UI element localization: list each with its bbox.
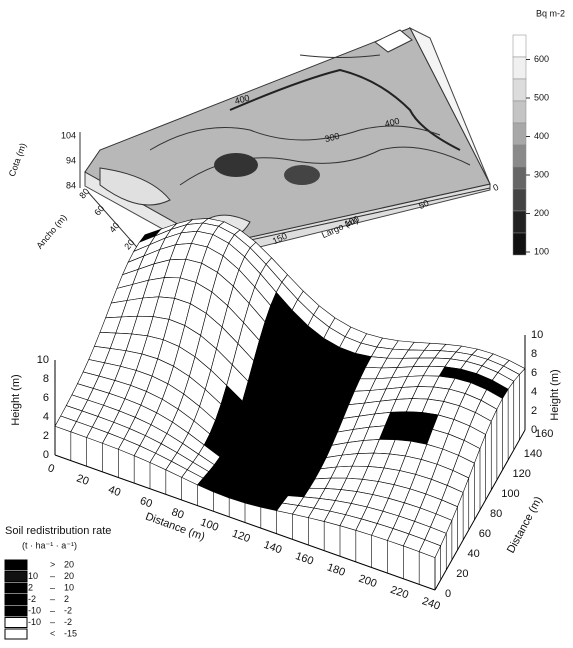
- x-tick-label: 200: [357, 573, 378, 591]
- height-tick-label: 2: [43, 430, 49, 442]
- legend-swatch: [5, 595, 27, 605]
- legend-text: -2: [28, 594, 36, 604]
- legend-text: –: [50, 582, 55, 592]
- x-tick-label: 60: [138, 495, 154, 510]
- height-tick-label: 0: [531, 424, 537, 436]
- legend-text: 10: [64, 582, 74, 592]
- contour-low: [284, 165, 320, 185]
- legend-text: –: [50, 571, 55, 581]
- x-tick-label: 160: [294, 550, 315, 568]
- x-tick-label: 120: [230, 528, 251, 546]
- colorbar-band: [513, 101, 526, 123]
- colorbar-band: [513, 189, 526, 211]
- height-tick-label: 0: [43, 449, 49, 461]
- legend-text: <: [50, 628, 55, 638]
- colorbar-band: [513, 35, 526, 57]
- y-tick-label: 40: [468, 548, 480, 560]
- height-tick-label: 10: [531, 329, 543, 341]
- legend-swatch: [5, 606, 27, 616]
- height-tick-label: 4: [43, 411, 49, 423]
- surface: [55, 218, 525, 590]
- y-tick-label: 20: [456, 568, 468, 580]
- legend-swatch: [5, 572, 27, 582]
- colorbar-tick-label: 200: [534, 208, 549, 218]
- width-axis-label: Ancho (m): [34, 212, 68, 250]
- legend-text: –: [50, 605, 55, 615]
- z-tick-label: 104: [61, 130, 76, 140]
- legend-text: 2: [64, 594, 69, 604]
- height-axis-label: Height (m): [549, 369, 561, 420]
- z-axis-label: Cota (m): [7, 142, 28, 178]
- legend-swatch: [5, 583, 27, 593]
- height-tick-label: 2: [531, 405, 537, 417]
- legend-text: 10: [28, 571, 38, 581]
- colorbar-band: [513, 233, 526, 255]
- y-tick-label: 100: [501, 488, 519, 500]
- x-tick-label: 40: [107, 484, 123, 499]
- colorbar-band: [513, 79, 526, 101]
- height-tick-label: 8: [43, 373, 49, 385]
- height-tick-label: 6: [43, 392, 49, 404]
- legend-text: -10: [28, 617, 41, 627]
- colorbar-band: [513, 57, 526, 79]
- x-tick-label: 220: [389, 584, 410, 602]
- colorbar-band: [513, 211, 526, 233]
- legend-title: Soil redistribution rate: [5, 525, 111, 537]
- y-tick-label: 140: [524, 448, 542, 460]
- colorbar-title: Bq m-2: [536, 8, 565, 18]
- colorbar-tick-label: 400: [534, 131, 549, 141]
- legend-swatch: [5, 560, 27, 570]
- colorbar-tick-label: 100: [534, 246, 549, 256]
- y-tick-label: 80: [490, 508, 502, 520]
- legend-text: –: [50, 617, 55, 627]
- z-tick-label: 84: [66, 180, 76, 190]
- height-tick-label: 6: [531, 367, 537, 379]
- legend-swatch: [5, 629, 27, 639]
- legend-text: 20: [64, 571, 74, 581]
- legend-units: (t · ha⁻¹ · a⁻¹): [22, 540, 77, 550]
- colorbar-band: [513, 167, 526, 189]
- legend-text: 20: [64, 559, 74, 569]
- colorbar-tick-label: 300: [534, 169, 549, 179]
- legend-text: >: [50, 559, 55, 569]
- legend-text: -10: [28, 605, 41, 615]
- colorbar-band: [513, 145, 526, 167]
- y-tick-label: 160: [535, 428, 553, 440]
- x-tick-label: 240: [420, 595, 441, 613]
- legend-text: -15: [64, 628, 77, 638]
- legend-text: 2: [28, 582, 33, 592]
- legend-text: –: [50, 594, 55, 604]
- x-tick-label: 140: [262, 539, 283, 557]
- height-axis-label: Height (m): [10, 374, 22, 425]
- y-axis-label: Distance (m): [505, 495, 545, 556]
- width-tick-label: 60: [92, 203, 106, 217]
- legend-text: -2: [64, 605, 72, 615]
- x-tick-label: 20: [75, 472, 91, 487]
- figure: 400300400Bq m-21002003004005006008494104…: [0, 0, 573, 648]
- x-tick-label: 180: [325, 561, 346, 579]
- y-tick-label: 0: [445, 588, 451, 600]
- height-tick-label: 10: [37, 354, 49, 366]
- legend-text: -2: [64, 617, 72, 627]
- colorbar-tick-label: 600: [534, 54, 549, 64]
- x-tick-label: 0: [46, 462, 56, 475]
- height-tick-label: 4: [531, 386, 537, 398]
- y-tick-label: 60: [479, 528, 491, 540]
- z-tick-label: 94: [66, 155, 76, 165]
- contour-low: [214, 153, 258, 177]
- width-tick-label: 20: [122, 237, 136, 251]
- colorbar-tick-label: 500: [534, 92, 549, 102]
- length-tick-label: 0: [491, 182, 500, 193]
- legend-swatch: [5, 618, 27, 628]
- colorbar-band: [513, 123, 526, 145]
- y-tick-label: 120: [513, 468, 531, 480]
- width-tick-label: 40: [107, 220, 121, 234]
- height-tick-label: 8: [531, 348, 537, 360]
